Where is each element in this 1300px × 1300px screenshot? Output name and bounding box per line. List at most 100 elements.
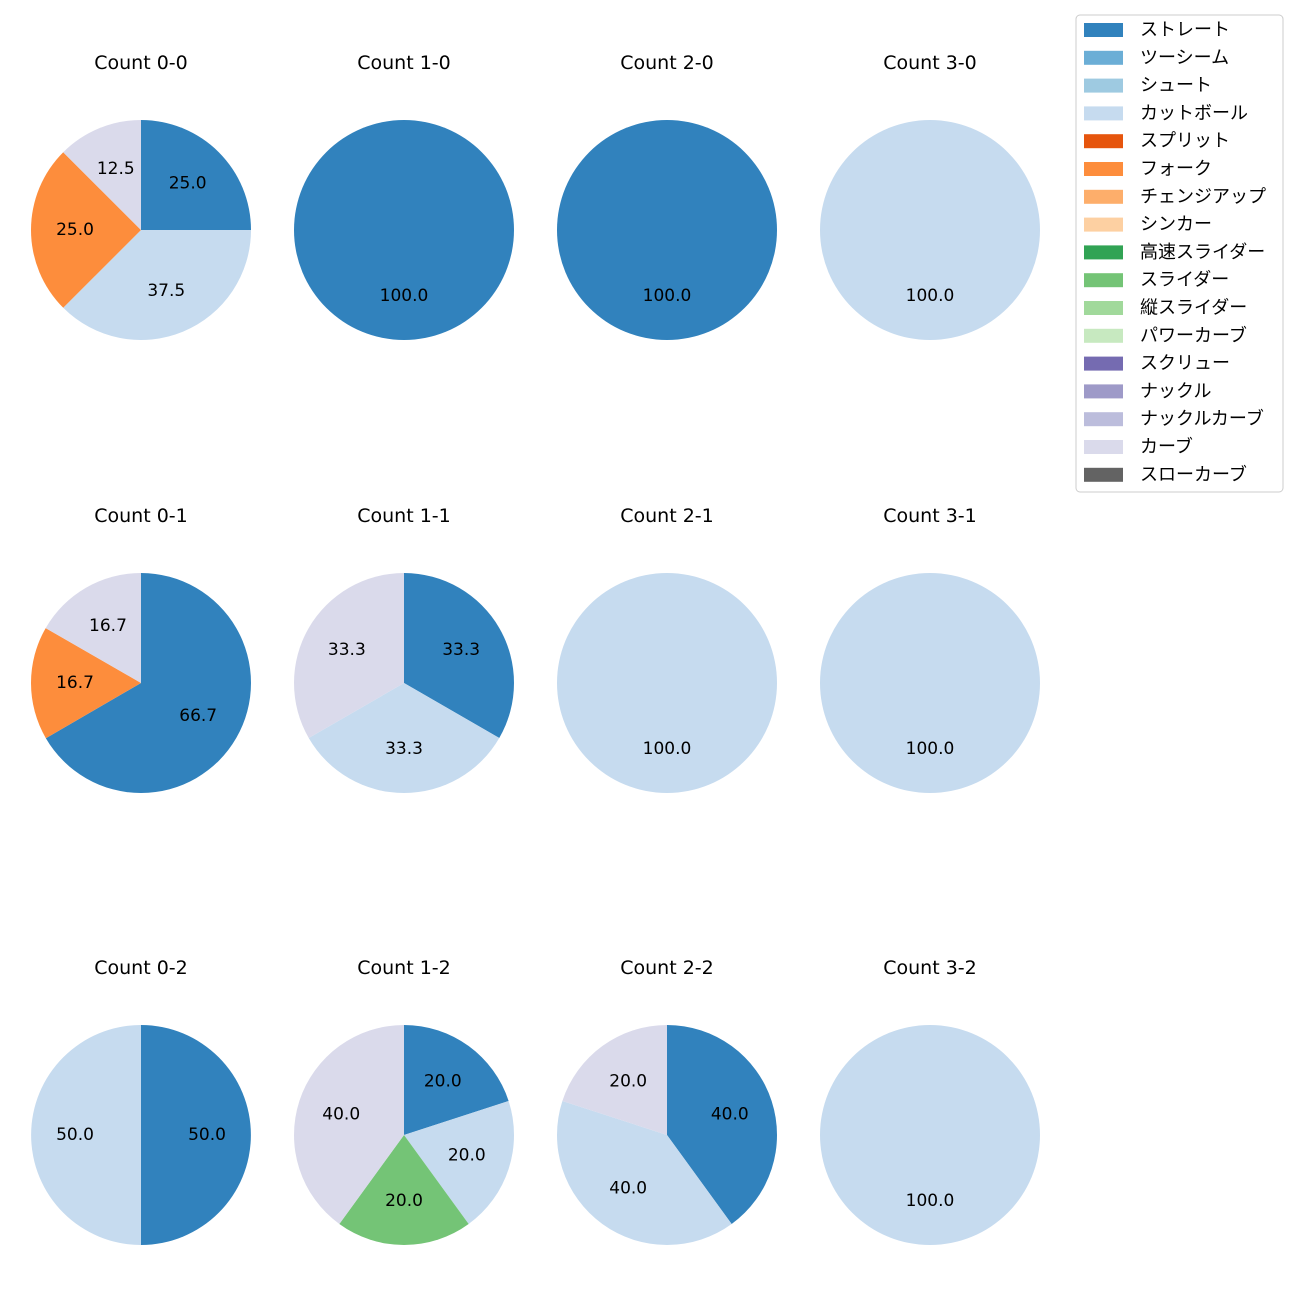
pie-chart-2: Count 2-0 100.0 — [557, 52, 777, 340]
pie-chart-6: Count 2-1 100.0 — [557, 505, 777, 793]
pie-slice-label: 20.0 — [385, 1191, 423, 1211]
pie-slice — [404, 1101, 514, 1224]
legend-label: スクリュー — [1140, 353, 1230, 374]
legend-swatch — [1084, 356, 1123, 371]
pie-slice-label: 25.0 — [56, 220, 94, 240]
pie-title: Count 3-2 — [883, 957, 977, 979]
pie-slice — [63, 230, 251, 340]
pie-slice — [404, 1025, 509, 1135]
pie-slice — [30, 152, 141, 308]
pie-slice-label: 20.0 — [448, 1145, 486, 1165]
legend-label: スライダー — [1140, 270, 1229, 291]
pie-slice-label: 20.0 — [609, 1072, 647, 1092]
legend-swatch — [1084, 245, 1123, 260]
pie-chart-7: Count 3-1 100.0 — [820, 505, 1040, 793]
pie-chart-8: Count 0-2 50.0 50.0 — [31, 957, 251, 1245]
pie-title: Count 1-0 — [357, 52, 451, 74]
pie-title: Count 1-1 — [357, 505, 451, 527]
pie-chart-1: Count 1-0 100.0 — [294, 52, 514, 340]
pie-slice — [557, 120, 777, 340]
legend-swatch — [1084, 23, 1123, 37]
pie-slice — [562, 1025, 667, 1135]
legend-label: チェンジアップ — [1140, 186, 1266, 207]
legend-swatch — [1084, 384, 1123, 399]
legend-swatch — [1084, 412, 1123, 427]
legend-swatch — [1084, 189, 1123, 204]
pie-slice — [404, 573, 514, 738]
pie-chart-11: Count 3-2 100.0 — [820, 957, 1040, 1245]
pie-slice — [30, 628, 141, 739]
pie-slice-label: 33.3 — [328, 640, 366, 660]
legend-swatch — [1084, 50, 1123, 65]
pie-slice — [63, 120, 141, 230]
pie-slice-label: 100.0 — [906, 286, 955, 306]
legend-label: 縦スライダー — [1140, 298, 1247, 319]
legend-swatch — [1084, 301, 1123, 315]
pie-title: Count 0-0 — [94, 52, 188, 74]
pie-slice — [294, 1025, 404, 1224]
legend-label: シュート — [1140, 75, 1212, 96]
pie-title: Count 3-0 — [883, 52, 977, 74]
legend-label: パワーカーブ — [1140, 324, 1247, 346]
legend-swatch — [1084, 328, 1123, 343]
legend-label: カットボール — [1140, 103, 1248, 124]
pie-slice-label: 100.0 — [643, 739, 692, 759]
pie-slice-label: 100.0 — [906, 1191, 955, 1211]
pie-slice-label: 100.0 — [906, 739, 955, 759]
pie-title: Count 1-2 — [357, 957, 451, 979]
pie-slice-label: 50.0 — [56, 1125, 94, 1145]
pie-slice-label: 40.0 — [711, 1105, 749, 1125]
pie-slice — [339, 1135, 469, 1245]
pie-slice — [557, 1101, 732, 1245]
legend-label: スプリット — [1140, 131, 1230, 152]
legend-label: シンカー — [1140, 214, 1212, 235]
pie-slice — [308, 683, 500, 793]
legend-swatch — [1084, 78, 1123, 93]
pie-slice-label: 37.5 — [147, 281, 185, 301]
pie-slice — [557, 573, 777, 793]
legend-label: ナックル — [1140, 381, 1211, 402]
pie-chart-10: Count 2-2 40.0 40.0 20.0 — [557, 957, 777, 1245]
pie-slice-label: 66.7 — [179, 706, 217, 726]
pie-slice — [141, 1025, 251, 1245]
pie-slice-label: 12.5 — [97, 159, 135, 179]
pie-title: Count 2-1 — [620, 505, 714, 527]
pie-slice-label: 100.0 — [643, 286, 692, 306]
legend-frame — [1075, 14, 1284, 493]
pie-title: Count 3-1 — [883, 505, 977, 527]
legend: ストレートツーシームシュートカットボールスプリットフォークチェンジアップシンカー… — [1075, 14, 1284, 493]
pie-chart-3: Count 3-0 100.0 — [820, 52, 1040, 340]
pie-slice-label: 100.0 — [380, 286, 429, 306]
pie-slice-label: 33.3 — [442, 640, 480, 660]
pie-slice-label: 25.0 — [169, 173, 207, 193]
pie-chart-5: Count 1-1 33.3 33.3 33.3 — [294, 505, 514, 793]
legend-swatch — [1084, 467, 1123, 482]
legend-label: フォーク — [1140, 159, 1212, 180]
pie-slice-label: 40.0 — [609, 1178, 647, 1198]
pie-slice-label: 16.7 — [89, 616, 127, 636]
legend-swatch — [1084, 134, 1123, 149]
pie-slice — [294, 120, 514, 340]
pie-slice — [45, 573, 141, 683]
legend-label: スローカーブ — [1140, 463, 1247, 485]
legend-label: ナックルカーブ — [1140, 408, 1264, 430]
pie-slice — [294, 573, 404, 738]
pie-slice-label: 33.3 — [385, 739, 423, 759]
pie-slice-label: 20.0 — [424, 1072, 462, 1092]
pie-slice — [667, 1025, 777, 1224]
pie-chart-0: Count 0-0 25.0 37.5 25.0 12.5 — [30, 52, 251, 340]
pie-title: Count 2-2 — [620, 957, 714, 979]
pie-title: Count 2-0 — [620, 52, 714, 74]
pie-slice — [31, 1025, 141, 1245]
pie-title: Count 0-2 — [94, 957, 188, 979]
pie-slice — [820, 573, 1040, 793]
pie-slice — [45, 573, 251, 793]
legend-label: ストレート — [1140, 20, 1230, 41]
pie-slice — [820, 120, 1040, 340]
legend-label: カーブ — [1140, 436, 1193, 458]
pie-chart-4: Count 0-1 66.7 16.7 16.7 — [30, 505, 251, 793]
legend-swatch — [1084, 440, 1123, 454]
pie-slice-label: 50.0 — [188, 1125, 226, 1145]
legend-swatch — [1084, 106, 1123, 121]
